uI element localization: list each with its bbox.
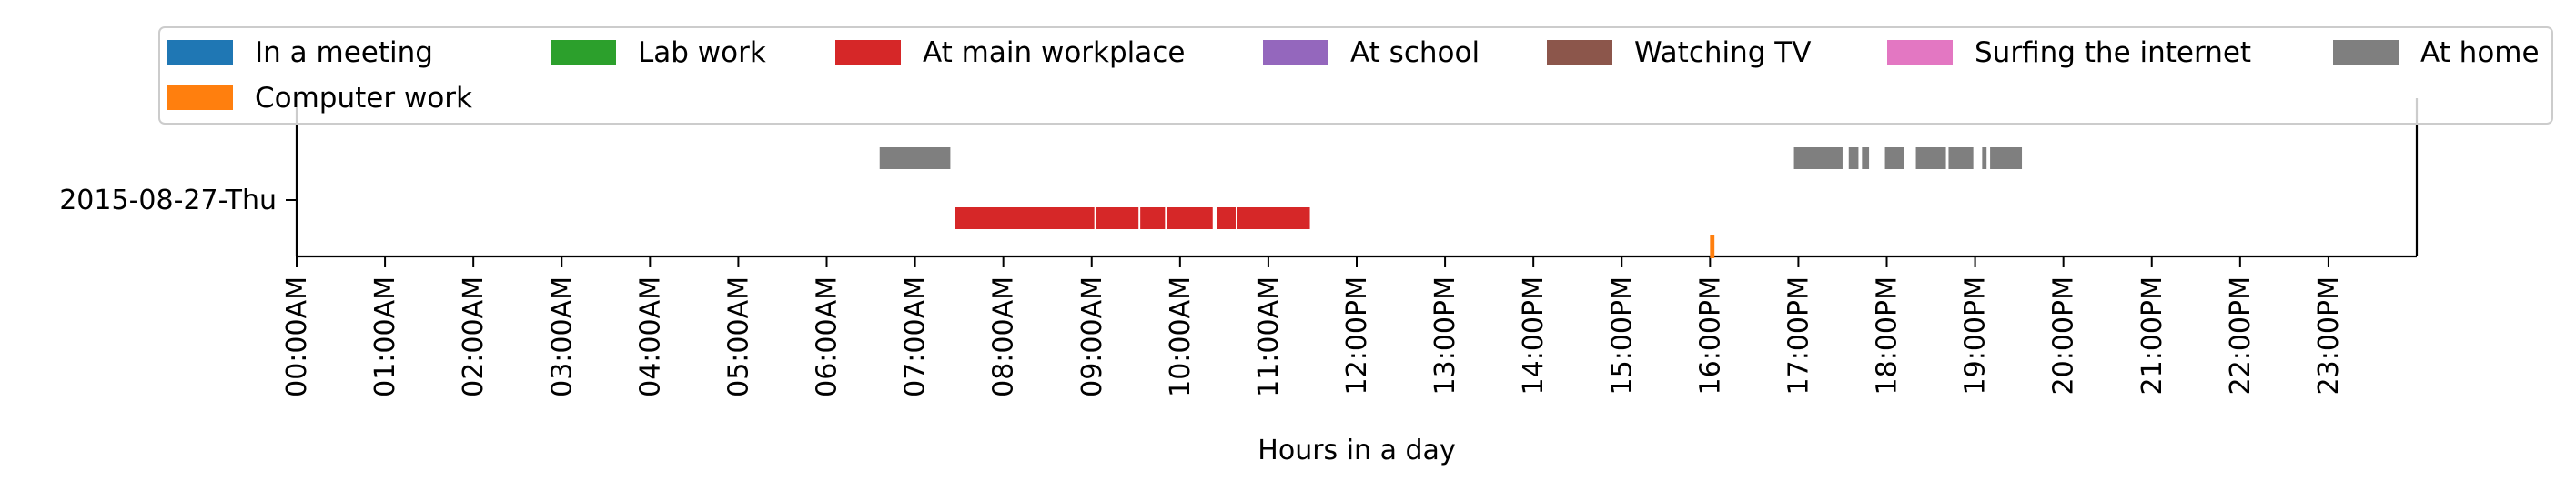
legend-swatch bbox=[2333, 40, 2399, 65]
bar-at-main-workplace bbox=[1217, 207, 1236, 229]
bar-at-home bbox=[1862, 147, 1870, 169]
legend-swatch bbox=[167, 85, 233, 110]
x-tick-label: 03:00AM bbox=[546, 276, 578, 397]
x-tick-label: 05:00AM bbox=[722, 276, 754, 397]
legend-label: Lab work bbox=[638, 36, 766, 69]
x-tick-label: 20:00PM bbox=[2048, 276, 2080, 395]
x-tick-label: 00:00AM bbox=[281, 276, 313, 397]
bar-at-home bbox=[1884, 147, 1904, 169]
bar-computer-work bbox=[1710, 235, 1715, 258]
x-tick-label: 16:00PM bbox=[1694, 276, 1726, 395]
x-tick-label: 09:00AM bbox=[1076, 276, 1108, 397]
legend-swatch bbox=[1547, 40, 1612, 65]
x-tick-label: 12:00PM bbox=[1341, 276, 1373, 395]
legend-label: In a meeting bbox=[255, 36, 433, 69]
bar-at-home bbox=[1948, 147, 1974, 169]
x-tick-label: 14:00PM bbox=[1518, 276, 1550, 395]
bar-at-main-workplace bbox=[955, 207, 1095, 229]
x-tick-label: 01:00AM bbox=[369, 276, 401, 397]
bar-at-home bbox=[1990, 147, 2023, 169]
legend-swatch bbox=[167, 40, 233, 65]
x-tick-label: 07:00AM bbox=[900, 276, 932, 397]
legend-box bbox=[158, 26, 2553, 125]
x-tick-label: 10:00AM bbox=[1165, 276, 1197, 397]
legend-label: At school bbox=[1350, 36, 1480, 69]
x-tick-label: 17:00PM bbox=[1783, 276, 1814, 395]
legend-label: Surfing the internet bbox=[1975, 36, 2251, 69]
bar-at-home bbox=[879, 147, 951, 169]
legend-swatch bbox=[1263, 40, 1328, 65]
x-tick-label: 11:00AM bbox=[1253, 276, 1285, 397]
x-tick-label: 18:00PM bbox=[1872, 276, 1904, 395]
legend-label: At home bbox=[2420, 36, 2540, 69]
bar-at-main-workplace bbox=[1237, 207, 1310, 229]
x-tick-label: 19:00PM bbox=[1960, 276, 1992, 395]
legend-swatch bbox=[835, 40, 901, 65]
x-tick-label: 23:00PM bbox=[2313, 276, 2345, 395]
bar-at-home bbox=[1793, 147, 1843, 169]
legend-label: Computer work bbox=[255, 82, 472, 115]
legend-label: Watching TV bbox=[1634, 36, 1811, 69]
legend-label: At main workplace bbox=[923, 36, 1185, 69]
bar-at-main-workplace bbox=[1140, 207, 1166, 229]
x-tick-label: 22:00PM bbox=[2225, 276, 2257, 395]
x-tick-label: 08:00AM bbox=[988, 276, 1020, 397]
bar-at-home bbox=[1915, 147, 1946, 169]
x-tick-label: 13:00PM bbox=[1429, 276, 1461, 395]
legend-swatch bbox=[551, 40, 616, 65]
x-tick-label: 21:00PM bbox=[2137, 276, 2168, 395]
bar-at-home bbox=[1982, 147, 1987, 169]
x-tick-label: 06:00AM bbox=[812, 276, 844, 397]
bar-at-main-workplace bbox=[1167, 207, 1213, 229]
x-axis-title: Hours in a day bbox=[1258, 435, 1455, 466]
bar-at-home bbox=[1848, 147, 1859, 169]
legend-swatch bbox=[1887, 40, 1953, 65]
bar-at-main-workplace bbox=[1096, 207, 1139, 229]
x-tick-label: 15:00PM bbox=[1606, 276, 1638, 395]
x-tick-label: 04:00AM bbox=[634, 276, 666, 397]
x-tick-label: 02:00AM bbox=[458, 276, 490, 397]
y-tick-label: 2015-08-27-Thu bbox=[59, 185, 277, 216]
